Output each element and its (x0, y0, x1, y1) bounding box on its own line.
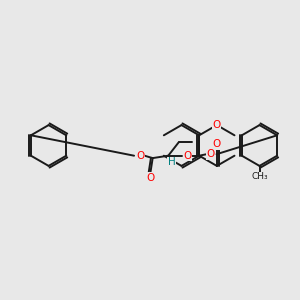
Text: O: O (213, 120, 221, 130)
Text: H: H (168, 157, 176, 167)
Text: O: O (206, 149, 215, 159)
Text: CH₃: CH₃ (251, 172, 268, 181)
Text: O: O (136, 151, 144, 161)
Text: O: O (184, 151, 192, 161)
Text: O: O (213, 139, 221, 149)
Text: O: O (146, 173, 154, 183)
